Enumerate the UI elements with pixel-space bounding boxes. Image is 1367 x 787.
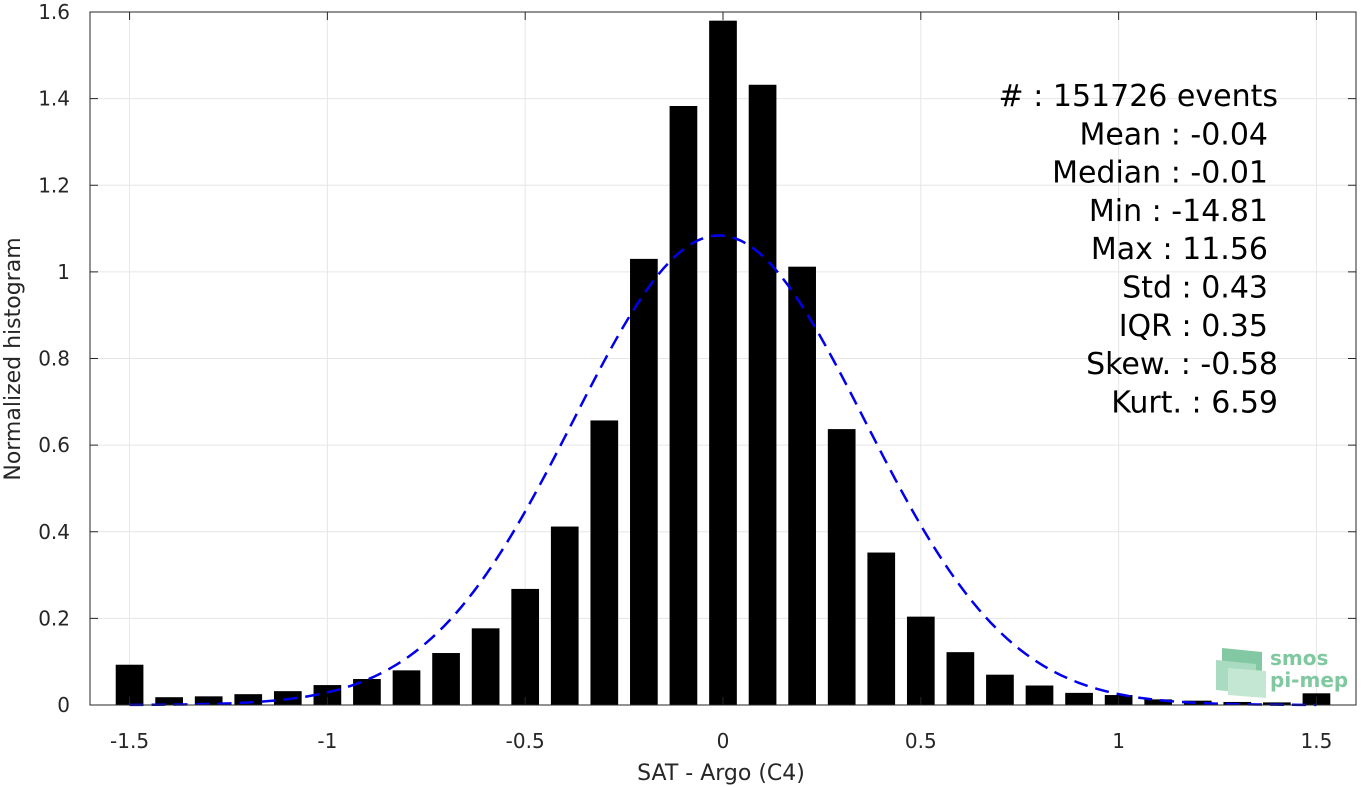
x-axis-label: SAT - Argo (C4) — [637, 761, 805, 786]
y-tick-label: 0.2 — [38, 606, 70, 630]
histogram-bar — [788, 266, 816, 705]
y-tick-label: 0 — [57, 693, 70, 717]
histogram-bar — [946, 652, 975, 705]
histogram-bar — [194, 696, 223, 705]
stat-line: Median : -0.01 — [1052, 156, 1268, 191]
histogram-bar — [867, 552, 896, 705]
y-tick-label: 1 — [57, 260, 70, 284]
histogram-bar — [827, 429, 856, 705]
x-tick-label: 0 — [717, 729, 730, 753]
stat-line: Mean : -0.04 — [1079, 117, 1268, 152]
x-tick-label: -0.5 — [506, 729, 545, 753]
histogram-bar — [986, 674, 1014, 705]
histogram-bar — [155, 697, 183, 705]
x-tick-label: -1.5 — [110, 729, 149, 753]
histogram-bar — [669, 105, 698, 705]
y-tick-label: 0.6 — [38, 433, 70, 457]
y-tick-label: 1.6 — [38, 0, 70, 24]
x-tick-label: -1 — [317, 729, 337, 753]
stat-line: Kurt. : 6.59 — [1111, 385, 1278, 420]
histogram-bar — [392, 670, 421, 705]
stat-line: Std : 0.43 — [1122, 271, 1268, 306]
stat-line: Min : -14.81 — [1089, 194, 1268, 229]
histogram-bar — [511, 588, 540, 705]
x-tick-labels: -1.5 -1 -0.5 0 0.5 1 1.5 — [110, 729, 1332, 753]
histogram-bar — [1144, 699, 1173, 705]
histogram-bar — [550, 526, 579, 705]
stat-line: IQR : 0.35 — [1119, 309, 1268, 344]
logo-text-smos: smos — [1270, 646, 1328, 670]
y-tick-label: 0.4 — [38, 520, 70, 544]
histogram-bar — [471, 628, 500, 705]
y-axis-label: Normalized histogram — [1, 237, 26, 480]
gaussian-fit-curve — [129, 234, 1317, 707]
histogram-bar — [1065, 692, 1093, 705]
stat-line: Skew. : -0.58 — [1086, 347, 1278, 382]
y-tick-labels: 0 0.2 0.4 0.6 0.8 1 1.2 1.4 1.6 — [38, 0, 70, 717]
histogram-bar — [234, 694, 263, 705]
logo-icon — [1216, 648, 1266, 698]
stat-line: Max : 11.56 — [1091, 232, 1268, 267]
y-tick-label: 1.4 — [38, 87, 70, 111]
bars — [115, 20, 1331, 706]
histogram-bar — [709, 20, 737, 706]
histogram-bar — [1025, 685, 1054, 705]
x-tick-label: 1 — [1112, 729, 1125, 753]
histogram-bar — [432, 653, 460, 705]
histogram-bar — [906, 616, 935, 705]
y-tick-label: 0.8 — [38, 347, 70, 371]
histogram-bar — [748, 84, 777, 705]
y-tick-label: 1.2 — [38, 173, 70, 197]
logo-text-pi-mep: pi-mep — [1270, 668, 1348, 692]
stat-line: # : 151726 events — [999, 79, 1278, 114]
histogram-bar — [1183, 700, 1212, 705]
x-tick-label: 1.5 — [1301, 729, 1333, 753]
x-tick-label: 0.5 — [905, 729, 937, 753]
smos-pi-mep-logo: smos pi-mep — [1216, 646, 1348, 698]
histogram-bar — [630, 258, 658, 705]
histogram-bar — [590, 420, 619, 705]
tick-marks — [90, 11, 1356, 706]
